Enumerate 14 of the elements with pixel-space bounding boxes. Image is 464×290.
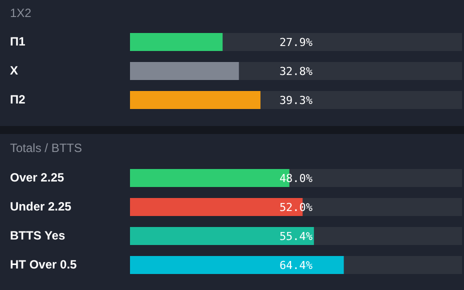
y-tick-label: BTTS Yes [10, 228, 66, 242]
y-tick-label: Over 2.25 [10, 170, 64, 184]
y-tick-label: HT Over 0.5 [10, 258, 78, 272]
y-tick-label: П2 [10, 92, 26, 106]
data-label: 39.3% [279, 94, 313, 107]
text: Totals / BTTS [9, 140, 84, 157]
y-tick-label: Under 2.25 [10, 200, 72, 214]
data-label: 55.4% [279, 230, 313, 243]
y-tick-label: X [10, 64, 18, 78]
data-label: 27.9% [279, 36, 313, 49]
y-tick-label: П1 [10, 34, 26, 48]
text: 1X2 [9, 5, 32, 22]
data-label: 64.4% [279, 259, 313, 272]
data-label: 32.8% [279, 65, 313, 78]
